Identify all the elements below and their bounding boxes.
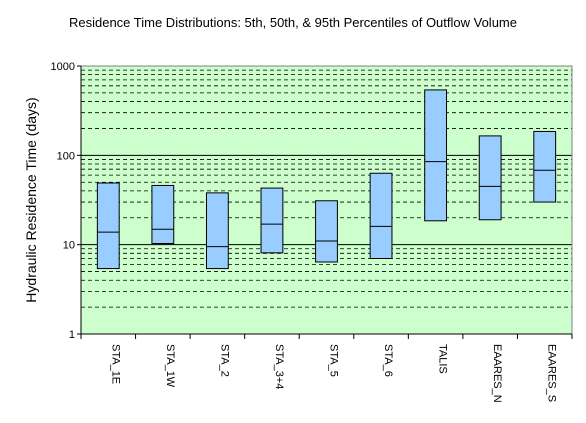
category-label: STA_5 bbox=[328, 344, 340, 377]
box-STA_2 bbox=[205, 192, 229, 270]
category-label: STA_3+4 bbox=[273, 344, 285, 389]
category-label: TALIS bbox=[437, 344, 449, 374]
y-tick-label: 100 bbox=[57, 150, 75, 162]
box-STA_3+4 bbox=[260, 187, 284, 254]
y-tick-label: 1 bbox=[69, 329, 75, 341]
box-STA_1E bbox=[96, 182, 120, 270]
y-tick-label: 1000 bbox=[51, 61, 75, 73]
category-label: EAARES_N bbox=[491, 344, 503, 403]
category-label: STA_2 bbox=[218, 344, 230, 377]
box-STA_1W bbox=[151, 184, 175, 245]
category-label: EAARES_S bbox=[546, 344, 558, 402]
box-EAARES_S bbox=[533, 130, 557, 203]
box-TALIS bbox=[424, 89, 448, 222]
box-EAARES_N bbox=[478, 135, 502, 221]
category-label: STA_1W bbox=[164, 344, 176, 388]
category-label: STA_1E bbox=[109, 344, 121, 384]
box-STA_6 bbox=[369, 172, 393, 260]
box-STA_5 bbox=[315, 200, 338, 263]
y-axis-label: Hydraulic Residence Time (days) bbox=[23, 97, 39, 302]
y-tick-label: 10 bbox=[63, 240, 75, 252]
category-label: STA_6 bbox=[382, 344, 394, 377]
chart-title: Residence Time Distributions: 5th, 50th,… bbox=[69, 15, 517, 30]
plot-area: 1 10 100 1000 STA_1E STA_1W STA_2 STA_3+4 STA_5 S… bbox=[51, 61, 573, 403]
